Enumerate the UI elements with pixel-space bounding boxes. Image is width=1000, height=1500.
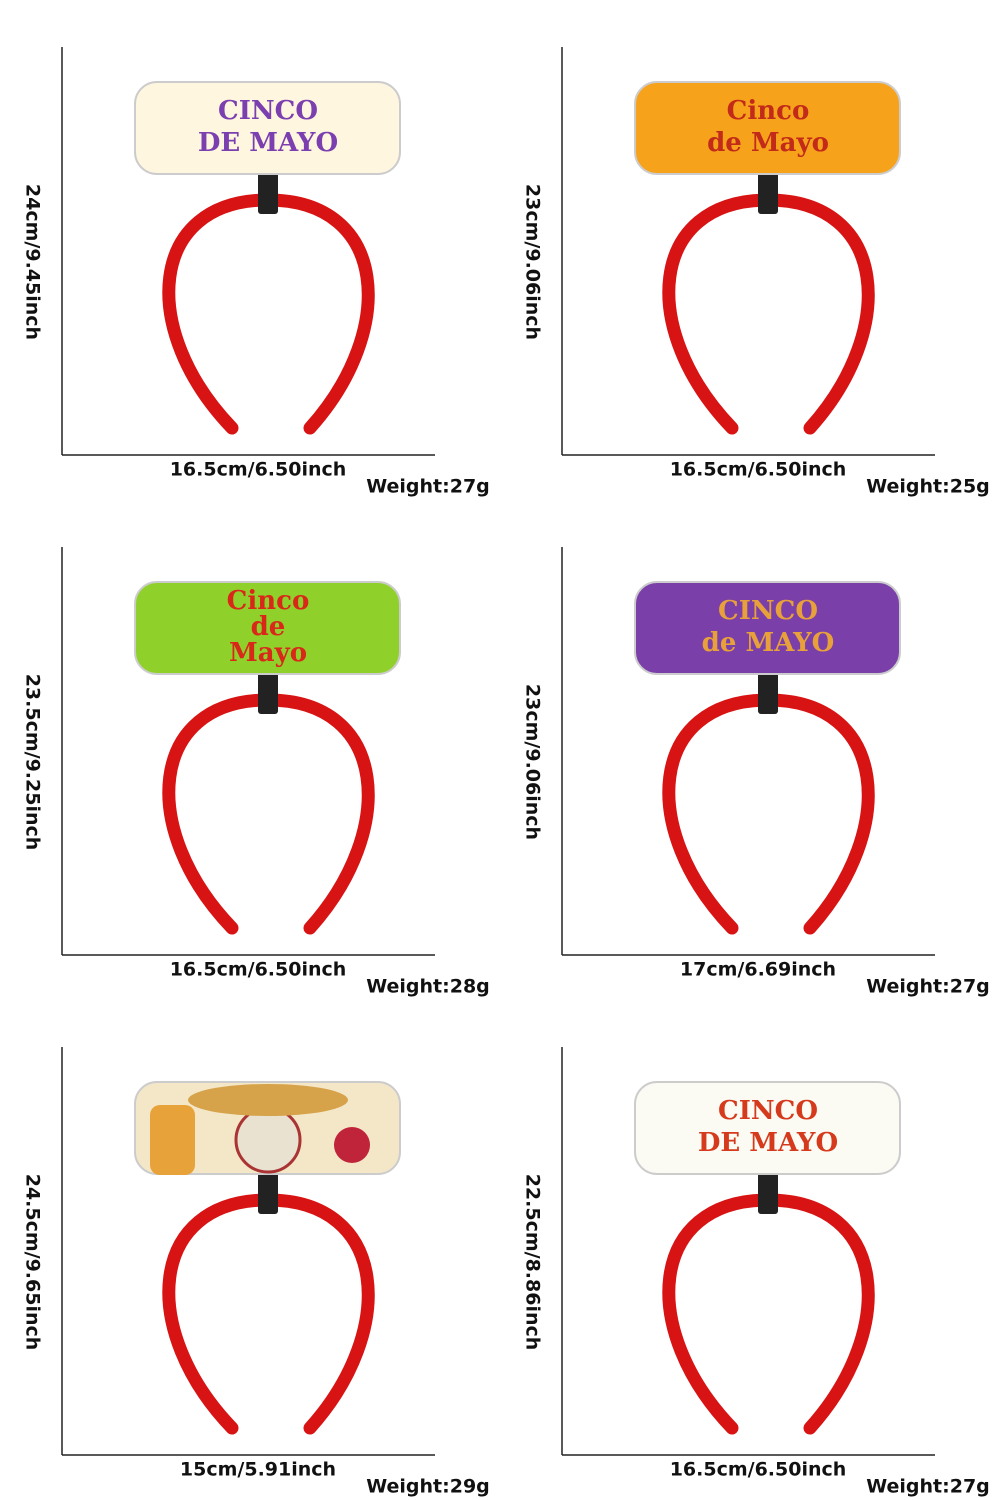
sign-text: CINCO [218, 96, 318, 126]
sign-text: CINCO [718, 1096, 818, 1126]
width-label: 15cm/5.91inch [180, 1459, 336, 1481]
width-label: 16.5cm/6.50inch [170, 459, 347, 481]
sombrero [188, 1084, 348, 1116]
clip [758, 168, 778, 214]
headband [162, 193, 375, 435]
sign [634, 81, 901, 175]
weight-label: Weight:27g [366, 476, 490, 498]
weight-label: Weight:27g [866, 1476, 990, 1498]
weight-label: Weight:28g [366, 976, 490, 998]
height-label: 23cm/9.06inch [522, 184, 544, 340]
weight-label: Weight:25g [866, 476, 990, 498]
sign-text: DE MAYO [198, 128, 338, 158]
width-label: 16.5cm/6.50inch [170, 959, 347, 981]
panel: 24.5cm/9.65inch 15cm/5.91inch Weight:29g [22, 1047, 490, 1498]
sign-text: de [251, 612, 286, 642]
headband [662, 693, 875, 935]
rose [334, 1127, 370, 1163]
clip [758, 668, 778, 714]
sign [134, 81, 401, 175]
weight-label: Weight:27g [866, 976, 990, 998]
sign-text: DE MAYO [698, 1128, 838, 1158]
sign [634, 1081, 901, 1175]
sign-text: de Mayo [707, 128, 829, 158]
clip [758, 1168, 778, 1214]
clip [258, 168, 278, 214]
headband [162, 693, 375, 935]
sign-text: Mayo [229, 638, 307, 668]
clip [258, 668, 278, 714]
weight-label: Weight:29g [366, 1476, 490, 1498]
height-label: 24cm/9.45inch [22, 184, 44, 340]
sign-text: Cinco [227, 586, 310, 616]
height-label: 24.5cm/9.65inch [22, 1174, 44, 1351]
headband [662, 1193, 875, 1435]
skull [234, 1106, 302, 1174]
sign-text: de MAYO [702, 628, 835, 658]
headband [162, 1193, 375, 1435]
sign-text: CINCO [718, 596, 818, 626]
width-label: 16.5cm/6.50inch [670, 1459, 847, 1481]
width-label: 16.5cm/6.50inch [670, 459, 847, 481]
width-label: 17cm/6.69inch [680, 959, 836, 981]
height-label: 23cm/9.06inch [522, 684, 544, 840]
headband [662, 193, 875, 435]
bottle [150, 1105, 195, 1175]
clip [258, 1168, 278, 1214]
height-label: 23.5cm/9.25inch [22, 674, 44, 851]
sign [134, 581, 401, 675]
sign-text: Cinco [727, 96, 810, 126]
sign [634, 581, 901, 675]
height-label: 22.5cm/8.86inch [522, 1174, 544, 1351]
